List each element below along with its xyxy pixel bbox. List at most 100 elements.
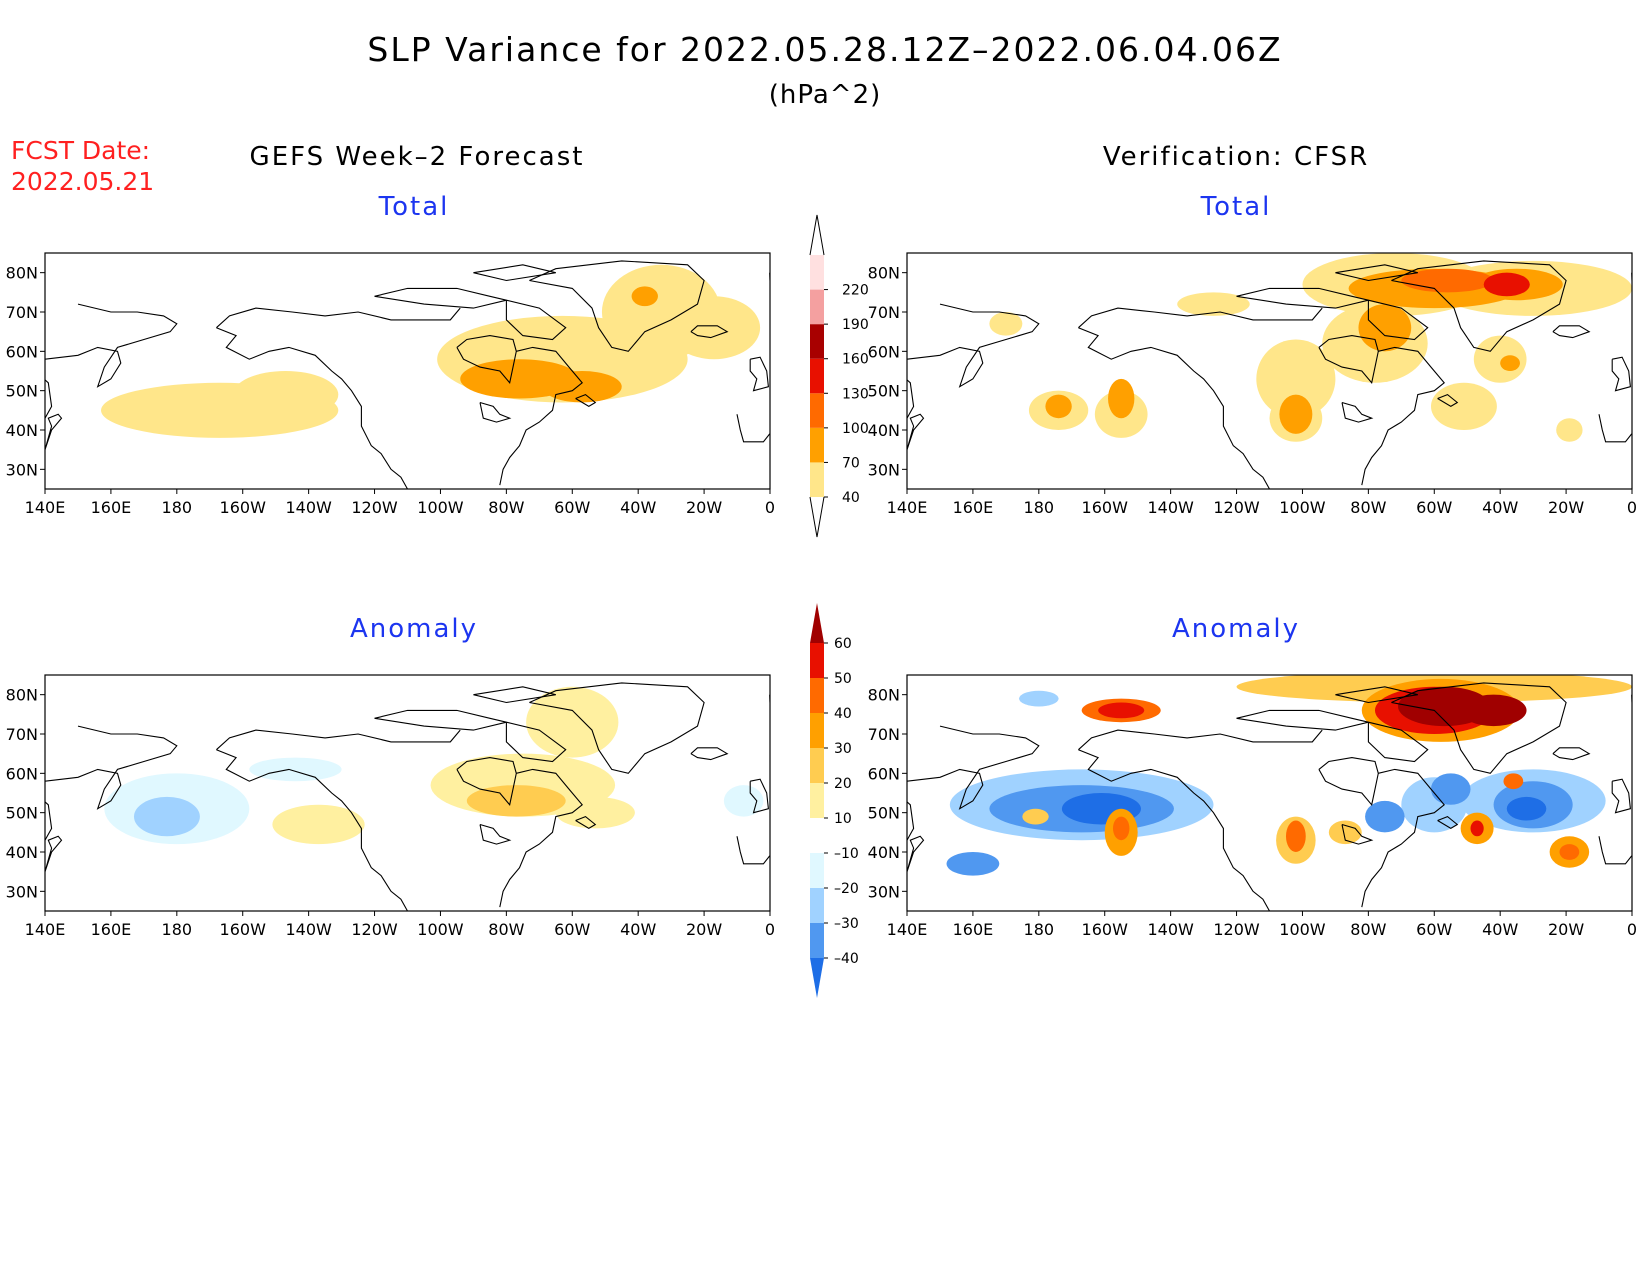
colorbar-label: 220 bbox=[842, 283, 869, 299]
lon-tick-label: 160E bbox=[91, 498, 132, 517]
verification-anomaly-contour-region bbox=[1328, 820, 1362, 845]
verification-total-contour-region bbox=[1045, 394, 1072, 419]
lat-tick-label: 80N bbox=[6, 686, 38, 705]
verification-anomaly-contour-region bbox=[1112, 816, 1130, 841]
lon-tick-label: 100W bbox=[417, 920, 464, 939]
colorbar-label: 130 bbox=[842, 386, 869, 402]
lon-tick-label: 100W bbox=[1279, 498, 1326, 517]
coastline bbox=[456, 757, 517, 807]
lon-tick-label: 80W bbox=[1350, 498, 1386, 517]
verification-anomaly-contour-region bbox=[1022, 808, 1049, 825]
forecast-anomaly-shading bbox=[45, 682, 770, 911]
colorbar-label: 10 bbox=[834, 811, 852, 827]
lat-tick-label: 30N bbox=[868, 882, 900, 901]
coastline bbox=[45, 835, 63, 872]
colorbar-swatch bbox=[810, 748, 824, 783]
colorbar-label: 70 bbox=[842, 455, 860, 471]
lon-tick-label: 180 bbox=[1024, 498, 1055, 517]
lon-tick-label: 180 bbox=[162, 498, 193, 517]
verification-total-shading bbox=[907, 253, 1632, 489]
verification-anomaly-contour-region bbox=[1098, 702, 1145, 719]
colorbar-label: –30 bbox=[834, 916, 859, 932]
forecast-anomaly-subtitle: Anomaly bbox=[349, 614, 479, 644]
verification-total-contour-region bbox=[1177, 292, 1250, 316]
lon-tick-label: 160W bbox=[1082, 498, 1129, 517]
lon-tick-label: 40W bbox=[620, 920, 656, 939]
coastline bbox=[1437, 815, 1459, 830]
verification-column-title: Verification: CFSR bbox=[1102, 142, 1370, 172]
verification-anomaly-contour-region bbox=[1430, 773, 1471, 805]
forecast-total-subtitle: Total bbox=[378, 192, 450, 222]
coastline bbox=[1437, 393, 1459, 408]
verification-anomaly-map-frame bbox=[906, 674, 1633, 912]
forecast-column-title: GEFS Week–2 Forecast bbox=[249, 142, 585, 172]
verification-total-contour-region bbox=[1473, 335, 1527, 383]
verification-total-contour-region bbox=[989, 312, 1023, 336]
coastline bbox=[45, 413, 63, 450]
lat-tick-label: 30N bbox=[6, 882, 38, 901]
coastline bbox=[1367, 721, 1429, 763]
colorbar-swatch bbox=[810, 255, 824, 290]
verification-anomaly-subtitle: Anomaly bbox=[1171, 614, 1301, 644]
colorbar-label: 190 bbox=[842, 317, 869, 333]
verification-anomaly-shading bbox=[907, 675, 1632, 911]
lon-tick-label: 100W bbox=[1279, 920, 1326, 939]
coastline bbox=[1078, 729, 1323, 751]
forecast-total-contour-region bbox=[232, 371, 339, 419]
lon-tick-label: 160E bbox=[953, 920, 994, 939]
anomaly-colorbar: 60 50 40 30 20 10 –10 –20 –30 –40 bbox=[810, 603, 859, 998]
colorbar-swatch bbox=[810, 393, 824, 428]
total-colorbar: 40 70 100 130 160 190 220 bbox=[809, 214, 869, 538]
coastline bbox=[749, 356, 769, 392]
colorbar-label: –20 bbox=[834, 881, 859, 897]
verification-anomaly-contour-region bbox=[1365, 800, 1405, 833]
forecast-anomaly-contour-region bbox=[133, 796, 200, 837]
colorbar-swatch bbox=[810, 888, 824, 923]
coastline bbox=[1552, 325, 1591, 339]
coastline bbox=[45, 725, 178, 841]
lon-tick-label: 0 bbox=[1627, 498, 1637, 517]
colorbar-label: 30 bbox=[834, 741, 852, 757]
lat-tick-label: 70N bbox=[6, 303, 38, 322]
verification-total-contour-region bbox=[1500, 355, 1520, 371]
lon-tick-label: 60W bbox=[1416, 498, 1452, 517]
lon-tick-label: 80W bbox=[1350, 920, 1386, 939]
coastline bbox=[216, 749, 408, 911]
lon-tick-label: 20W bbox=[686, 920, 722, 939]
colorbar-label: –40 bbox=[834, 951, 859, 967]
lat-tick-label: 30N bbox=[868, 460, 900, 479]
lat-tick-label: 40N bbox=[6, 421, 38, 440]
lon-tick-label: 140W bbox=[285, 498, 332, 517]
lat-tick-label: 60N bbox=[6, 764, 38, 783]
lon-tick-label: 20W bbox=[686, 498, 722, 517]
colorbar-swatch bbox=[810, 713, 824, 748]
lon-tick-label: 40W bbox=[1482, 920, 1518, 939]
colorbar-top-tip bbox=[810, 603, 824, 643]
coastline bbox=[1598, 414, 1632, 443]
verification-total-contour-region bbox=[1108, 378, 1135, 419]
coastline bbox=[907, 725, 1040, 841]
coastline bbox=[499, 768, 583, 908]
lat-tick-label: 40N bbox=[868, 421, 900, 440]
verification-anomaly-contour-region bbox=[1470, 820, 1484, 837]
coastline bbox=[1078, 327, 1270, 489]
coastline bbox=[499, 346, 583, 486]
colorbar-swatch bbox=[810, 678, 824, 713]
lon-tick-label: 160E bbox=[91, 920, 132, 939]
coastline bbox=[473, 686, 556, 704]
lon-tick-label: 60W bbox=[1416, 920, 1452, 939]
colorbar-swatch bbox=[810, 289, 824, 325]
coastline bbox=[1391, 682, 1567, 774]
colorbar-bottom-tip bbox=[809, 496, 825, 538]
coastline bbox=[907, 835, 925, 872]
forecast-total-map-panel: 140E 160E 180 160W 140W 120W 100W 80W 60W 40W 20W 0… bbox=[6, 252, 775, 517]
colorbar-swatch bbox=[810, 358, 824, 394]
lon-tick-label: 120W bbox=[1213, 498, 1260, 517]
colorbar-swatch bbox=[810, 427, 824, 463]
lon-tick-label: 120W bbox=[351, 920, 398, 939]
colorbar-label: –10 bbox=[834, 846, 859, 862]
coastline bbox=[1341, 401, 1374, 423]
coastline bbox=[575, 815, 597, 830]
coastline bbox=[529, 260, 705, 352]
verification-total-subtitle: Total bbox=[1200, 192, 1272, 222]
